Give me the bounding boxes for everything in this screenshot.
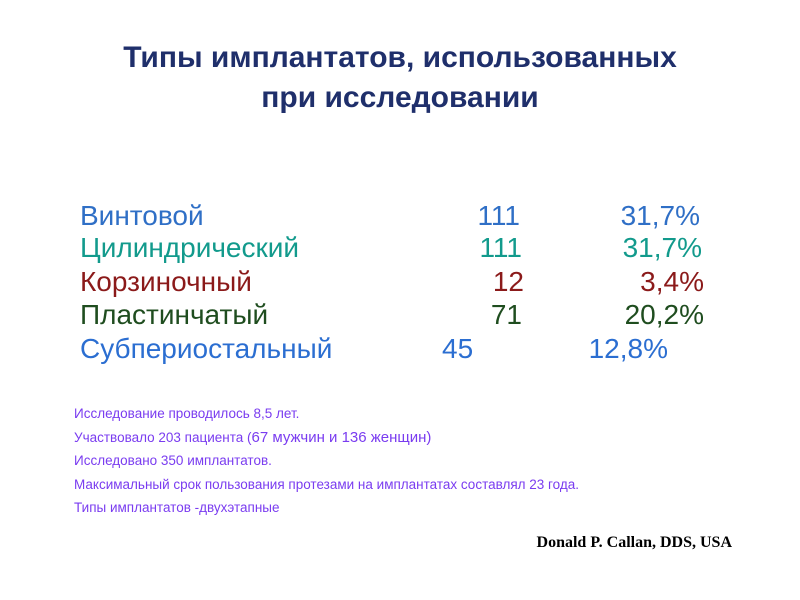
implant-name: Субпериостальный: [80, 333, 333, 364]
note-duration: Исследование проводилось 8,5 лет.: [74, 406, 300, 421]
implant-percent: 12,8%: [588, 333, 668, 364]
implant-percent: 3,4%: [640, 266, 704, 297]
note-implant-stages: Типы имплантатов -двухэтапные: [74, 500, 280, 515]
implant-percent: 20,2%: [624, 299, 704, 330]
slide-title-line-1: Типы имплантатов, использованных: [123, 41, 677, 74]
implant-percent: 31,7%: [620, 200, 700, 231]
implant-count: 45: [442, 333, 474, 364]
implant-name: Пластинчатый: [80, 299, 269, 330]
note-patients: Участвовало 203 пациента (67 мужчин и 13…: [74, 426, 579, 450]
study-notes: Исследование проводилось 8,5 лет. Участв…: [74, 402, 579, 520]
author-credit: Donald P. Callan, DDS, USA: [536, 534, 732, 551]
implant-count: 71: [490, 299, 522, 330]
note-patients-part2: 67 мужчин и 136 женщин): [251, 428, 432, 446]
slide-title-line-2: при исследовании: [261, 81, 539, 114]
implant-name: Винтовой: [80, 200, 204, 231]
note-max-duration: Максимальный срок пользования протезами …: [74, 476, 580, 492]
implant-name: Цилиндрический: [80, 232, 300, 263]
implant-percent: 31,7%: [622, 232, 702, 263]
note-patients-part1: Участвовало 203 пациента (: [74, 429, 252, 445]
note-implant-count: Исследовано 350 имплантатов.: [74, 453, 272, 468]
implant-count: 12: [492, 266, 524, 297]
implant-count: 111: [477, 200, 520, 231]
implant-name: Корзиночный: [80, 266, 252, 297]
slide-title: Типы имплантатов, использованных при исс…: [0, 38, 800, 118]
implant-count: 111: [479, 232, 522, 263]
